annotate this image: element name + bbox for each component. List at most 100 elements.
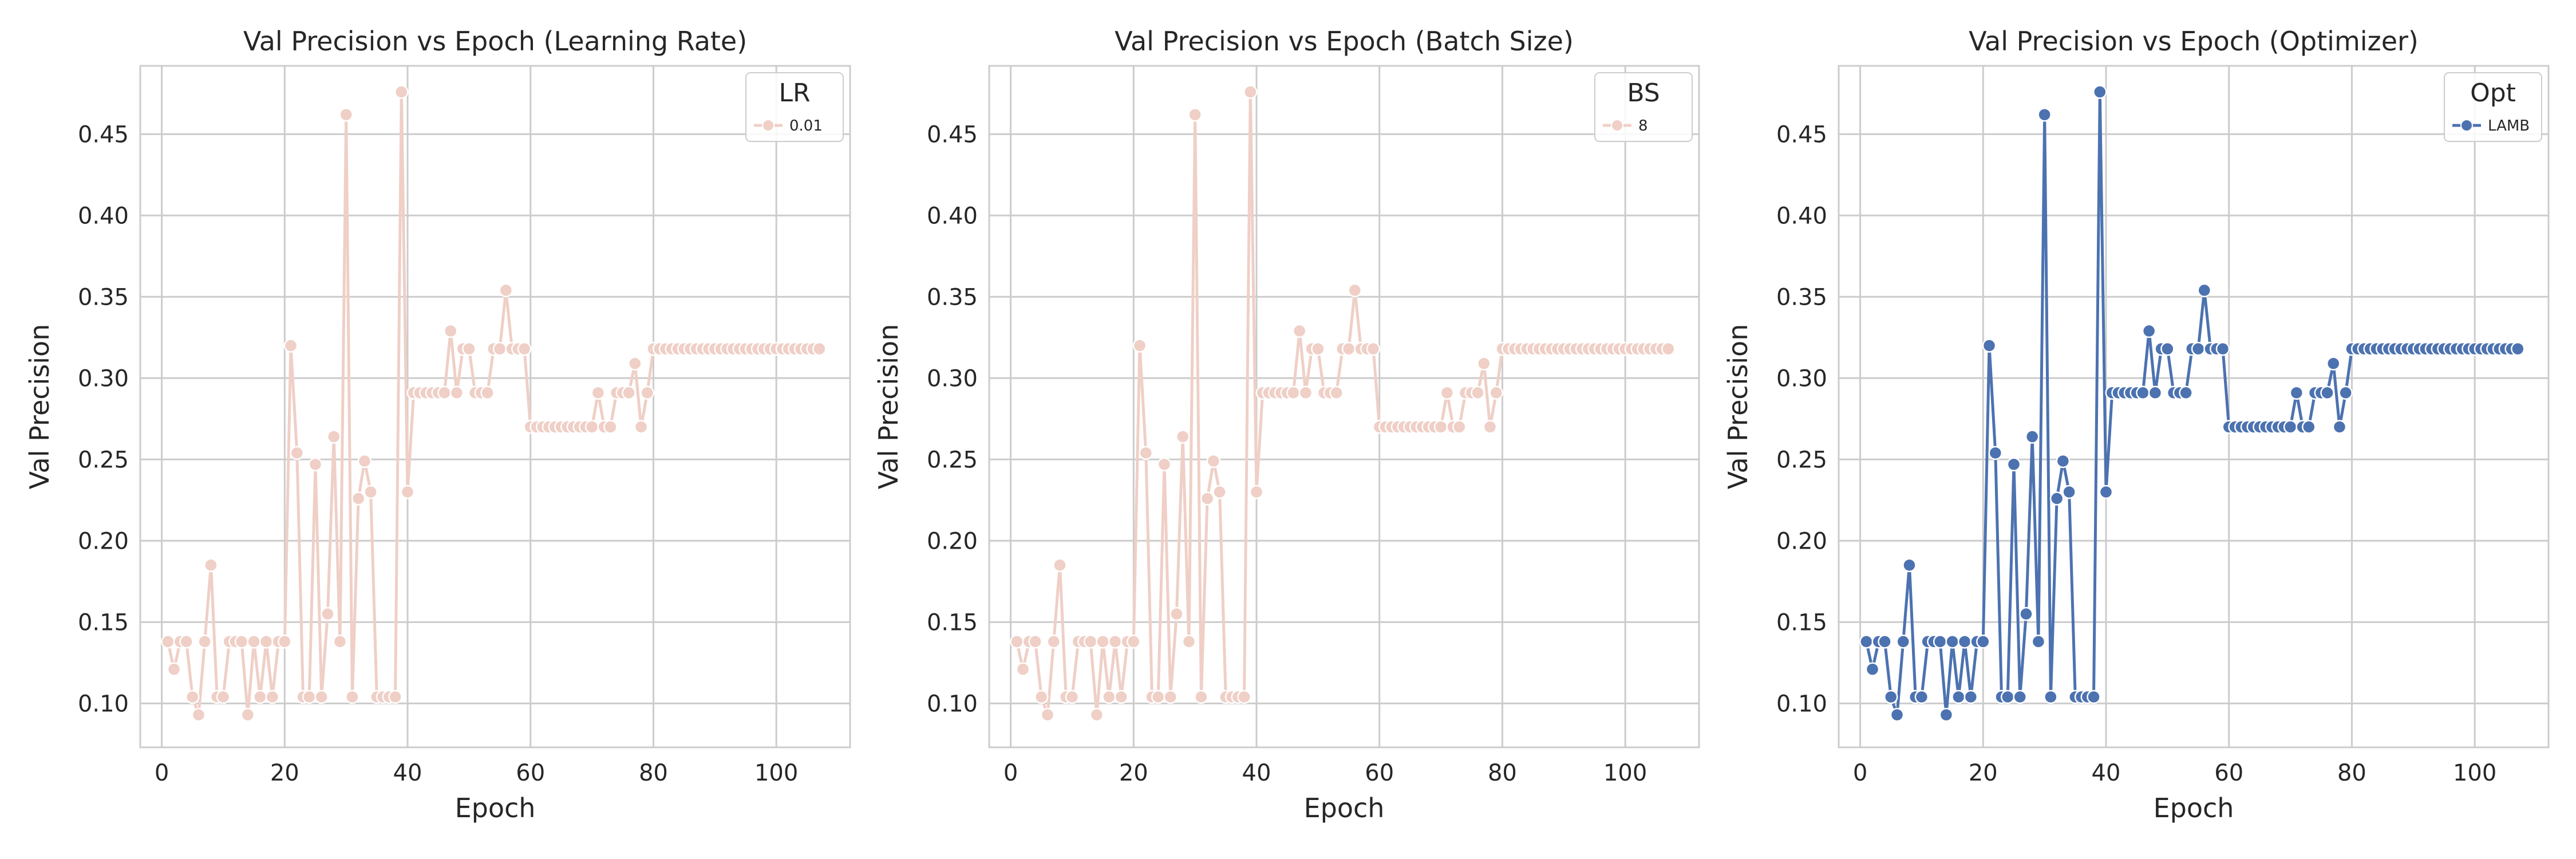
data-point xyxy=(2099,484,2113,499)
data-point xyxy=(1132,338,1147,353)
y-tick-label: 0.30 xyxy=(927,365,978,392)
data-point xyxy=(1163,689,1178,704)
data-point xyxy=(2013,689,2027,704)
data-point xyxy=(1341,341,1356,356)
y-tick-label: 0.35 xyxy=(78,284,129,310)
data-point xyxy=(1053,558,1067,573)
data-point xyxy=(2302,420,2316,434)
y-tick-label: 0.15 xyxy=(78,609,129,636)
data-point xyxy=(622,385,636,400)
y-tick-label: 0.45 xyxy=(927,121,978,148)
data-point xyxy=(167,662,181,676)
data-point xyxy=(290,446,305,460)
data-point xyxy=(1329,385,1344,400)
plot-frame xyxy=(988,65,1700,748)
data-point xyxy=(1139,446,1153,460)
plot-frame xyxy=(1838,65,2550,748)
data-point xyxy=(2062,484,2076,499)
data-point xyxy=(216,689,231,704)
y-axis-label: Val Precision xyxy=(1722,324,1753,490)
data-point xyxy=(1182,635,1196,649)
data-point xyxy=(394,85,409,99)
data-point xyxy=(2136,385,2150,400)
data-point xyxy=(517,341,532,356)
data-point xyxy=(492,341,507,356)
data-point xyxy=(2160,341,2175,356)
chart-3: 0 20 40 60 80 100 0.10 0.15 0.20 0.25 0.30 0.35 0.40… xyxy=(1722,26,2550,823)
data-point xyxy=(640,385,654,400)
chart-title: Val Precision vs Epoch (Learning Rate) xyxy=(243,26,747,57)
x-tick-label: 40 xyxy=(2092,760,2121,786)
data-point xyxy=(161,635,175,649)
data-point xyxy=(1046,635,1061,649)
data-point xyxy=(1896,635,1910,649)
y-tick-label: 0.10 xyxy=(1776,691,1827,717)
data-point xyxy=(591,385,606,400)
data-point xyxy=(308,457,323,472)
y-tick-label: 0.25 xyxy=(78,447,129,473)
y-tick-label: 0.10 xyxy=(927,691,978,717)
data-point xyxy=(1083,635,1098,649)
data-point xyxy=(191,707,206,722)
data-point xyxy=(1286,385,1301,400)
data-point xyxy=(2338,385,2353,400)
data-point xyxy=(499,283,513,298)
data-point xyxy=(2511,341,2525,356)
data-point xyxy=(2142,324,2156,338)
plot-frame xyxy=(139,65,851,748)
data-point xyxy=(2049,491,2064,506)
x-tick-label: 40 xyxy=(1242,760,1271,786)
data-point xyxy=(2093,85,2107,99)
x-tick-label: 100 xyxy=(2453,760,2496,786)
x-tick-label: 80 xyxy=(2337,760,2366,786)
y-tick-label: 0.40 xyxy=(1776,203,1827,229)
data-point xyxy=(2031,635,2046,649)
data-point xyxy=(1440,385,1455,400)
legend-entry: 8 xyxy=(1638,117,1648,135)
x-tick-label: 80 xyxy=(1488,760,1517,786)
x-axis-label: Epoch xyxy=(2154,793,2234,823)
data-point xyxy=(1157,457,1172,472)
y-tick-label: 0.15 xyxy=(1776,609,1827,636)
y-tick-label: 0.45 xyxy=(1776,121,1827,148)
data-point xyxy=(1016,662,1030,676)
data-point xyxy=(1471,385,1485,400)
legend-entry: 0.01 xyxy=(789,117,823,135)
y-tick-label: 0.40 xyxy=(927,203,978,229)
x-tick-label: 0 xyxy=(155,760,169,786)
data-point xyxy=(278,635,292,649)
data-point xyxy=(1034,689,1049,704)
data-point xyxy=(1988,446,2003,460)
data-point xyxy=(1939,707,1954,722)
legend-title: LR xyxy=(779,78,810,108)
data-point xyxy=(584,420,599,434)
data-point xyxy=(185,689,200,704)
data-point xyxy=(253,689,267,704)
x-axis-label: Epoch xyxy=(455,793,536,823)
legend-title: Opt xyxy=(2470,78,2516,108)
data-point xyxy=(283,338,298,353)
data-point xyxy=(1951,689,1966,704)
data-point xyxy=(1292,324,1307,338)
x-tick-label: 60 xyxy=(516,760,545,786)
data-point xyxy=(2000,689,2015,704)
y-tick-label: 0.25 xyxy=(1776,447,1827,473)
data-point xyxy=(627,356,642,371)
y-tick-label: 0.20 xyxy=(927,528,978,554)
data-point xyxy=(2215,341,2230,356)
data-point xyxy=(1102,689,1116,704)
data-point xyxy=(1902,558,1917,573)
chart-title: Val Precision vs Epoch (Batch Size) xyxy=(1115,26,1574,57)
data-point xyxy=(364,484,378,499)
data-point xyxy=(1127,635,1141,649)
data-point xyxy=(480,385,495,400)
legend-title: BS xyxy=(1627,78,1660,108)
data-point xyxy=(2056,454,2071,468)
data-point xyxy=(1089,707,1104,722)
data-point xyxy=(1028,635,1042,649)
chart-1: 0 20 40 60 80 100 0.10 0.15 0.20 0.25 0.30 0.35 0.40… xyxy=(24,26,851,823)
y-tick-label: 0.40 xyxy=(78,203,129,229)
legend-marker xyxy=(2460,119,2473,132)
y-tick-label: 0.15 xyxy=(927,609,978,636)
